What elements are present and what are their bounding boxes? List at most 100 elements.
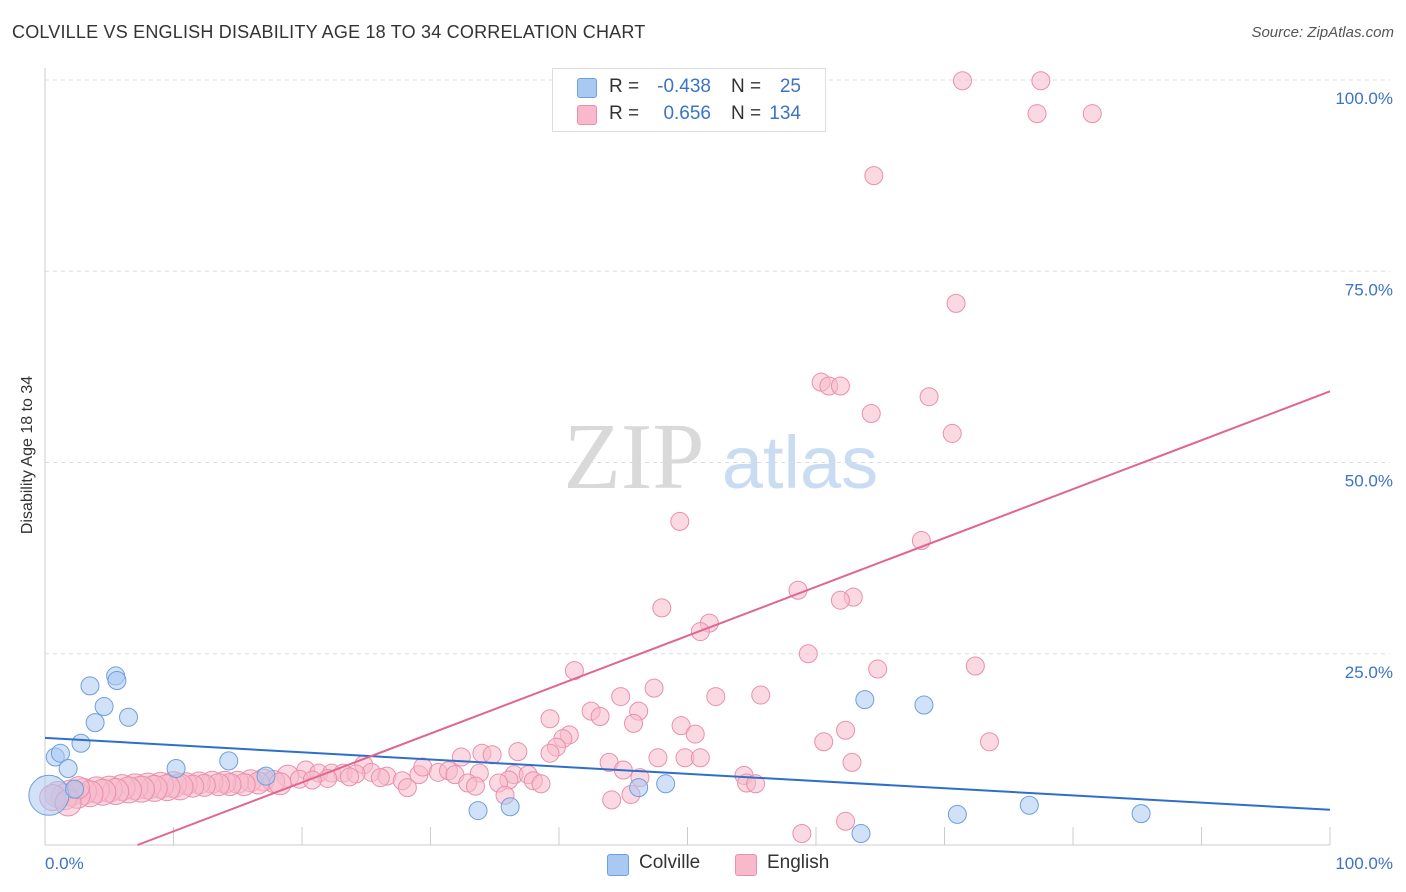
- colville-point-23: [1019, 795, 1039, 815]
- english-point-12: [670, 511, 690, 531]
- english-legend-swatch: [735, 854, 757, 876]
- english-point-2: [1027, 104, 1047, 124]
- watermark-atlas: atlas: [722, 421, 878, 504]
- english-point-41: [979, 732, 999, 752]
- colville-point-13: [219, 751, 239, 771]
- colville-point-18: [656, 774, 676, 794]
- english-point-34: [685, 724, 705, 744]
- stats-legend: R = -0.438 N = 25 R = 0.656 N = 134: [552, 68, 826, 132]
- y-tick-label-2: 75.0%: [1345, 280, 1393, 299]
- english-point-25: [611, 687, 631, 707]
- y-tick-label-0: 25.0%: [1345, 663, 1393, 682]
- english-point-10: [861, 404, 881, 424]
- colville-swatch: [577, 78, 597, 98]
- english-point-43: [482, 745, 502, 765]
- y-tick-label-1: 50.0%: [1345, 472, 1393, 491]
- english-point-24: [644, 678, 664, 698]
- colville-point-21: [914, 695, 934, 715]
- english-r-value: 0.656: [663, 103, 711, 124]
- english-point-32: [624, 713, 644, 733]
- colville-point-8: [94, 697, 114, 717]
- english-legend-label: English: [767, 852, 830, 873]
- tick-labels: 0.0% 100.0% 25.0% 50.0% 75.0% 100.0%: [45, 89, 1393, 873]
- english-point-15: [652, 598, 672, 618]
- english-point-62: [746, 774, 766, 794]
- english-point-44: [508, 742, 528, 762]
- english-point-73: [792, 824, 812, 844]
- english-point-74: [836, 811, 856, 831]
- english-swatch: [577, 105, 597, 125]
- colville-point-22: [947, 804, 967, 824]
- english-point-49: [690, 748, 710, 768]
- english-point-5: [946, 293, 966, 313]
- english-point-3: [1082, 104, 1102, 124]
- legend-row-english: R = 0.656 N = 134: [553, 102, 825, 128]
- english-point-38: [540, 743, 560, 763]
- english-n-label: N =: [731, 103, 762, 124]
- english-point-26: [706, 687, 726, 707]
- english-point-40: [836, 720, 856, 740]
- colville-point-17: [629, 778, 649, 798]
- chart-title: COLVILLE VS ENGLISH DISABILITY AGE 18 TO…: [12, 22, 646, 42]
- watermark: ZIP atlas: [564, 405, 879, 509]
- colville-trend-line: [44, 736, 1331, 811]
- english-point-11: [942, 423, 962, 443]
- colville-point-4: [65, 779, 85, 799]
- colville-point-15: [468, 801, 488, 821]
- grid-lines: [45, 79, 1390, 655]
- english-points: [39, 71, 1102, 844]
- colville-r-value: -0.438: [657, 76, 711, 97]
- english-point-21: [868, 659, 888, 679]
- y-tick-label-3: 100.0%: [1335, 89, 1393, 108]
- english-point-9: [919, 387, 939, 407]
- colville-point-2: [50, 743, 70, 763]
- english-point-39: [814, 732, 834, 752]
- english-r-label: R =: [609, 103, 640, 124]
- colville-point-20: [855, 690, 875, 710]
- legend-row-colville: R = -0.438 N = 25: [553, 75, 825, 101]
- colville-r-label: R =: [609, 76, 640, 97]
- x-tick-label-left: 0.0%: [45, 854, 84, 873]
- colville-point-19: [851, 824, 871, 844]
- english-point-33: [671, 716, 691, 736]
- colville-point-12: [166, 759, 186, 778]
- watermark-zip: ZIP: [564, 405, 705, 509]
- english-point-22: [965, 656, 985, 676]
- trend-lines: [44, 390, 1331, 846]
- colville-legend-label: Colville: [639, 852, 701, 873]
- colville-point-0: [28, 774, 70, 816]
- english-point-71: [602, 790, 622, 810]
- english-point-47: [648, 748, 668, 768]
- english-point-17: [830, 590, 850, 610]
- colville-legend-swatch: [607, 854, 629, 876]
- colville-point-6: [80, 676, 100, 696]
- english-n-value: 134: [769, 103, 801, 124]
- english-point-1: [1031, 71, 1051, 91]
- y-axis-label: Disability Age 18 to 34: [19, 375, 36, 535]
- english-trend-line: [137, 390, 1331, 846]
- axes: [44, 68, 1331, 846]
- colville-n-label: N =: [731, 76, 762, 97]
- english-point-86: [340, 767, 360, 787]
- english-point-79: [397, 778, 417, 798]
- colville-n-value: 25: [779, 76, 801, 97]
- english-point-8: [830, 376, 850, 396]
- english-point-90: [302, 770, 322, 790]
- colville-point-11: [119, 707, 139, 727]
- colville-point-24: [1131, 804, 1151, 824]
- x-tick-label-right: 100.0%: [1335, 854, 1393, 873]
- colville-point-16: [500, 797, 520, 817]
- english-point-57: [531, 774, 551, 794]
- english-point-50: [842, 752, 862, 772]
- source-label: Source: ZipAtlas.com: [1251, 24, 1394, 41]
- english-point-27: [751, 685, 771, 705]
- colville-point-14: [256, 766, 276, 786]
- english-point-45: [451, 747, 471, 767]
- english-point-29: [590, 706, 610, 726]
- english-point-20: [798, 644, 818, 664]
- english-point-0: [952, 71, 972, 91]
- english-point-87: [370, 768, 390, 788]
- colville-point-3: [58, 759, 78, 778]
- colville-point-7: [85, 713, 105, 733]
